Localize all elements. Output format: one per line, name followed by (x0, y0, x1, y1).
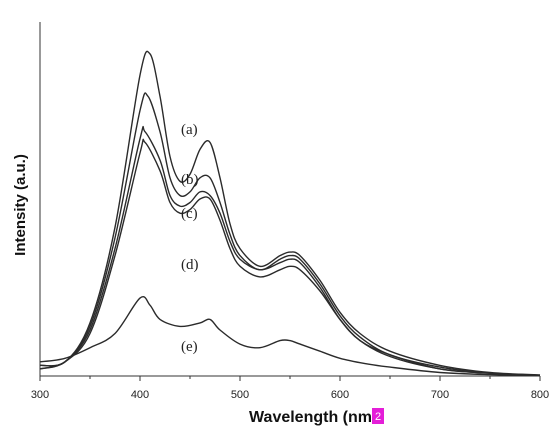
x-tick-label: 400 (131, 389, 149, 401)
series-line-d (39, 138, 541, 376)
x-ticks: 300 400 500 600 700 800 (31, 376, 549, 401)
x-axis-title: Wavelength (nm (249, 409, 372, 426)
badge: 2 (372, 408, 384, 424)
x-tick-label: 500 (231, 389, 249, 401)
curve-labels: (a) (b) (c) (d) (e) (181, 122, 199, 355)
x-tick-label: 600 (331, 389, 349, 401)
curve-label-d: (d) (181, 257, 199, 273)
badge-background (372, 408, 384, 424)
curve-label-c: (c) (181, 206, 198, 222)
curve-label-e: (e) (181, 339, 198, 355)
curve-label-b: (b) (181, 172, 199, 188)
badge-label: 2 (375, 411, 381, 423)
series-line-b (39, 92, 541, 376)
plot-lines (39, 50, 541, 377)
x-tick-label: 300 (31, 389, 49, 401)
series-line-a (39, 50, 541, 376)
x-tick-label: 700 (431, 389, 449, 401)
series-line-e (39, 296, 541, 377)
curve-label-a: (a) (181, 122, 198, 138)
y-axis-title: Intensity (a.u.) (12, 154, 29, 256)
x-tick-label: 800 (531, 389, 549, 401)
